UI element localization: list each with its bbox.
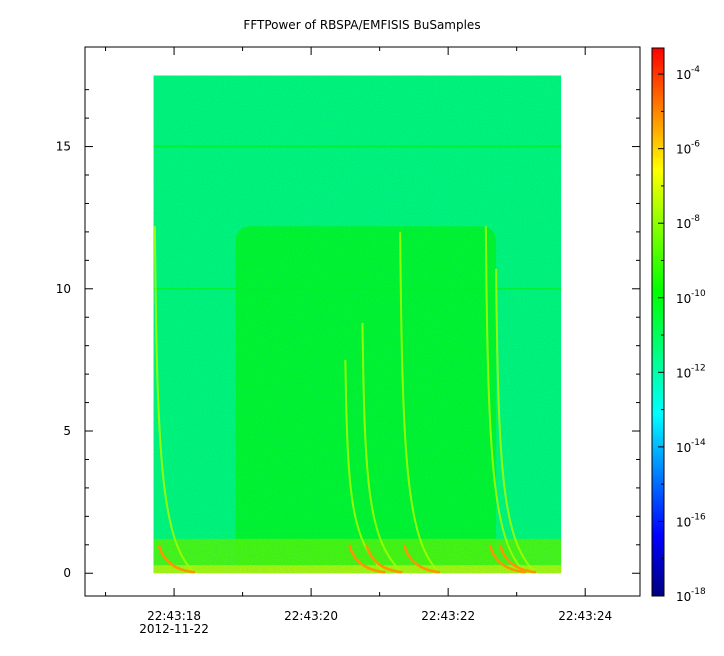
x-tick-label: 22:43:24 [558,609,612,623]
colorbar-tick-exp: -4 [691,65,700,75]
colorbar-tick-exp: -14 [691,438,706,448]
whistler-trace-lowfreq [157,544,196,574]
x-date-label: 2012-11-22 [139,622,209,636]
colorbar-tick-exp: -16 [691,512,706,522]
colorbar-tick-label: 10 -16 [676,512,706,529]
x-axis: 22:43:18 22:43:20 22:43:22 22:43:24 2012-11-… [105,47,612,636]
spectrogram-image [153,75,562,574]
whistler-trace [153,226,194,572]
whistler-trace [399,231,439,572]
y-tick-label: 10 [56,282,71,296]
colorbar-tick-exp: -8 [691,214,700,224]
whistler-trace-lowfreq [348,544,386,574]
colorbar-tick-base: 10 [676,515,691,529]
colorbar-tick-exp: -12 [691,363,706,373]
whistler-trace [484,226,525,572]
colorbar-tick-label: 10 -8 [676,214,700,231]
whistler-trace-lowfreq [498,544,537,574]
whistler-trace-lowfreq [402,544,441,574]
colorbar-tick-base: 10 [676,441,691,455]
colorbar-tick-base: 10 [676,143,691,157]
colorbar-tick-base: 10 [676,590,691,604]
chart-title: FFTPower of RBSPA/EMFISIS BuSamples [243,18,480,32]
colorbar-tick-label: 10 -10 [676,289,706,306]
colorbar-tick-label: 10 -6 [676,140,700,157]
colorbar-tick-base: 10 [676,366,691,380]
colorbar-gradient [651,47,665,597]
colorbar-tick-label: 10 -4 [676,65,700,82]
whistler-trace [495,268,535,572]
colorbar-tick-exp: -18 [691,587,706,597]
whistler-trace [361,322,402,572]
y-tick-label: 15 [56,140,71,154]
colorbar-tick-base: 10 [676,217,691,231]
plot-area: 22:43:18 22:43:20 22:43:22 22:43:24 2012-11-… [56,46,641,636]
colorbar-tick-label: 10 -12 [676,363,706,380]
x-tick-label: 22:43:18 [147,609,201,623]
colorbar-tick-exp: -10 [691,289,706,299]
colorbar-tick-label: 10 -14 [676,438,706,455]
spectrogram-texture [153,75,562,574]
y-tick-label: 5 [63,424,71,438]
y-axis: 0 5 10 15 [56,89,640,580]
colorbar-tick-exp: -6 [691,140,700,150]
whistler-trace-lowfreq [365,544,403,574]
whistler-trace-lowfreq [488,544,526,574]
colorbar-tick-label: 10 -18 [676,587,706,604]
x-tick-label: 22:43:20 [284,609,338,623]
colorbar-tick-base: 10 [676,292,691,306]
x-tick-label: 22:43:22 [421,609,475,623]
y-tick-label: 0 [63,566,71,580]
colorbar-tick-base: 10 [676,68,691,82]
